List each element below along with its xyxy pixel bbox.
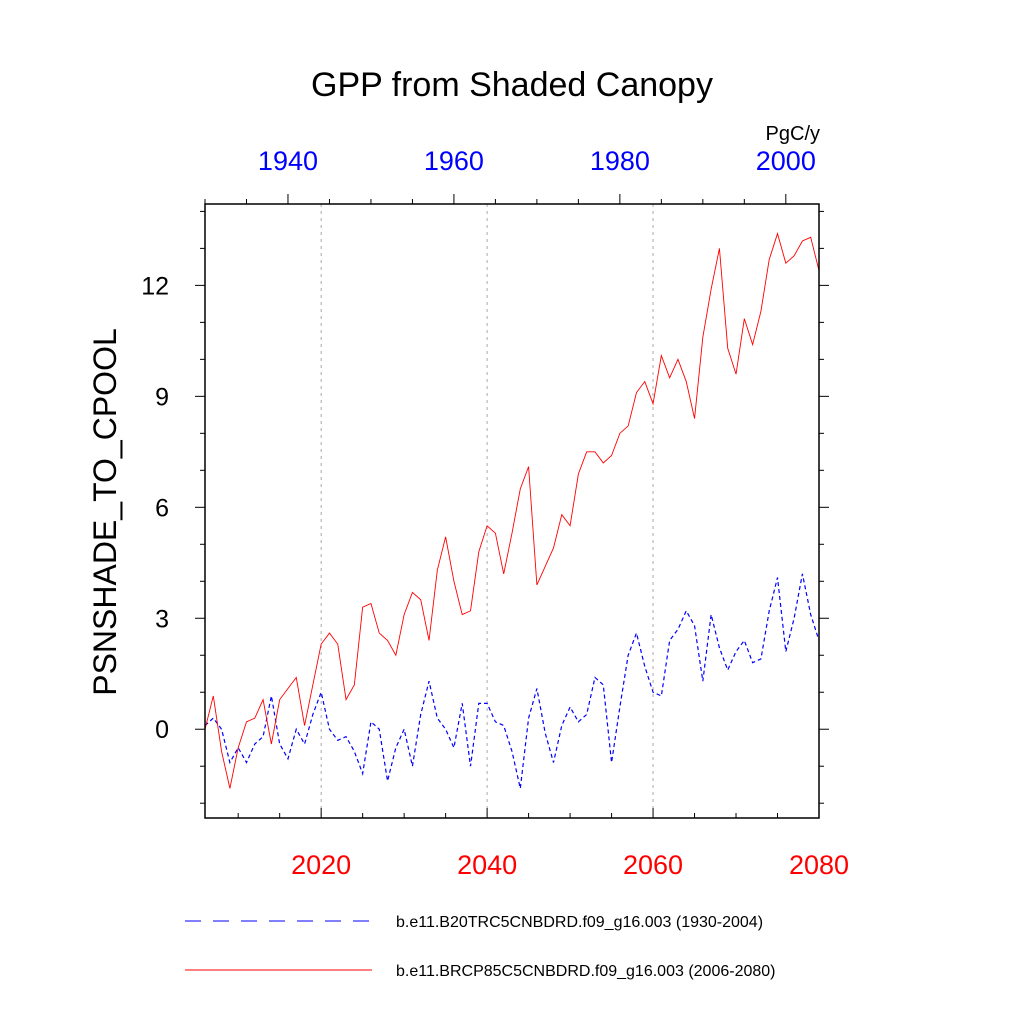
y-tick-label-9: 9 bbox=[155, 383, 169, 411]
legend-label-1: b.e11.B20TRC5CNBDRD.f09_g16.003 (1930-20… bbox=[396, 914, 763, 931]
axes: 2020 2040 2060 2080 1940 1960 1980 2000 0 3 6 9 12 bbox=[141, 146, 849, 880]
grid-lines bbox=[320, 204, 654, 818]
plot-frame bbox=[204, 203, 820, 819]
chart-title: GPP from Shaded Canopy bbox=[311, 66, 713, 104]
y-tick-label-0: 0 bbox=[155, 716, 169, 744]
x-top-tick-label-2000: 2000 bbox=[756, 146, 816, 176]
y-tick-label-3: 3 bbox=[155, 605, 169, 633]
x-top-tick-label-1940: 1940 bbox=[258, 146, 318, 176]
legend: b.e11.B20TRC5CNBDRD.f09_g16.003 (1930-20… bbox=[185, 914, 775, 980]
legend-label-2: b.e11.BRCP85C5CNBDRD.f09_g16.003 (2006-2… bbox=[396, 963, 775, 980]
x-bottom-tick-label-2020: 2020 bbox=[291, 850, 351, 880]
y-tick-label-12: 12 bbox=[141, 272, 169, 300]
y-axis-label: PSNSHADE_TO_CPOOL bbox=[87, 328, 123, 696]
x-bottom-tick-label-2060: 2060 bbox=[623, 850, 683, 880]
units-label: PgC/y bbox=[766, 123, 820, 145]
x-top-tick-label-1960: 1960 bbox=[424, 146, 484, 176]
y-tick-label-6: 6 bbox=[155, 494, 169, 522]
x-bottom-tick-label-2080: 2080 bbox=[789, 850, 849, 880]
x-bottom-tick-label-2040: 2040 bbox=[457, 850, 517, 880]
x-top-tick-label-1980: 1980 bbox=[590, 146, 650, 176]
series-line-1 bbox=[205, 573, 819, 789]
series-line-2 bbox=[205, 232, 819, 789]
series-layer bbox=[205, 232, 819, 789]
